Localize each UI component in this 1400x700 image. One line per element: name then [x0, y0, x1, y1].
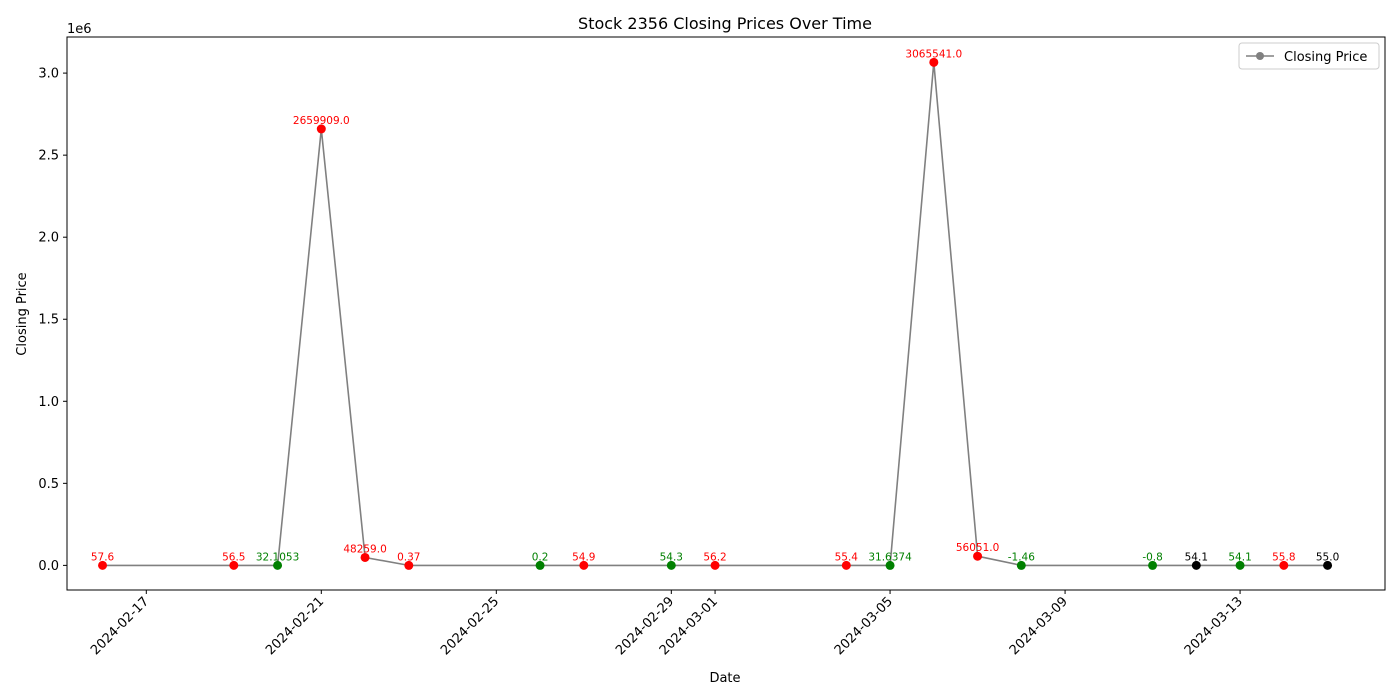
x-axis-label: Date	[709, 671, 740, 686]
data-point-label: 55.8	[1272, 551, 1295, 563]
data-point-label: 54.1	[1228, 551, 1251, 563]
data-point-label: -1.46	[1008, 551, 1035, 563]
plot-area: 0.0 0.5 1.0 1.5 2.0 2.5 3.0 2024-02-17 2024-02-2…	[38, 36, 1386, 658]
closing-price-point	[1191, 560, 1201, 570]
closing-price-point	[404, 560, 414, 570]
closing-price-point	[973, 551, 983, 561]
data-point-label: 0.37	[397, 551, 420, 563]
closing-price-point	[1279, 560, 1289, 570]
legend-marker-sample	[1256, 52, 1264, 60]
closing-price-point	[1323, 560, 1333, 570]
data-point-label: 55.0	[1316, 551, 1339, 563]
y-axis-label: Closing Price	[15, 272, 30, 355]
data-point-label: 56.2	[703, 551, 726, 563]
data-point-label: -0.8	[1142, 551, 1163, 563]
data-point-label: 54.1	[1185, 551, 1208, 563]
y-tick-label: 1.0	[38, 395, 59, 410]
x-tick-label: 2024-02-25	[438, 594, 502, 658]
closing-price-point	[579, 560, 589, 570]
closing-price-point	[885, 560, 895, 570]
data-point-label: 2659909.0	[293, 115, 350, 127]
data-point-label: 55.4	[835, 551, 859, 563]
data-point-label: 54.3	[660, 551, 683, 563]
x-tick-label: 2024-02-21	[263, 594, 327, 658]
closing-price-point	[1148, 560, 1158, 570]
closing-price-point	[710, 560, 720, 570]
data-point-label: 0.2	[532, 551, 549, 563]
y-tick-label: 1.5	[38, 313, 59, 328]
plot-frame	[66, 36, 1386, 591]
closing-price-point	[841, 560, 851, 570]
x-tick-label: 2024-03-05	[832, 594, 896, 658]
y-tick-label: 0.0	[38, 559, 59, 574]
data-point-label: 3065541.0	[905, 48, 962, 60]
closing-price-point	[98, 560, 108, 570]
closing-price-point	[1016, 560, 1026, 570]
y-tick-label: 2.0	[38, 231, 59, 246]
data-point-label: 48259.0	[343, 543, 386, 555]
data-point-label: 56.5	[222, 551, 245, 563]
legend-label: Closing Price	[1284, 50, 1367, 65]
closing-price-point	[229, 560, 239, 570]
data-point-label: 56051.0	[956, 542, 999, 554]
legend: Closing Price	[1238, 42, 1380, 70]
y-tick-label: 0.5	[38, 477, 59, 492]
closing-price-point	[360, 552, 370, 562]
x-tick-label: 2024-02-17	[88, 594, 152, 658]
x-tick-label: 2024-03-13	[1182, 594, 1246, 658]
closing-price-point	[929, 57, 939, 67]
legend-box	[1238, 42, 1380, 70]
data-point-label: 57.6	[91, 551, 115, 563]
closing-price-point	[1235, 560, 1245, 570]
closing-price-point	[273, 560, 283, 570]
data-point-label: 31.6374	[868, 551, 912, 563]
closing-price-point	[316, 124, 326, 134]
chart-title: Stock 2356 Closing Prices Over Time	[578, 14, 872, 33]
closing-price-line	[102, 61, 1328, 567]
data-point-label: 54.9	[572, 551, 595, 563]
y-axis-offset-text: 1e6	[67, 22, 92, 37]
closing-price-point	[535, 560, 545, 570]
y-tick-label: 2.5	[38, 149, 59, 164]
data-point-label: 32.1053	[256, 551, 299, 563]
closing-price-point	[666, 560, 676, 570]
y-tick-label: 3.0	[38, 67, 59, 82]
x-tick-label: 2024-03-09	[1007, 594, 1071, 658]
